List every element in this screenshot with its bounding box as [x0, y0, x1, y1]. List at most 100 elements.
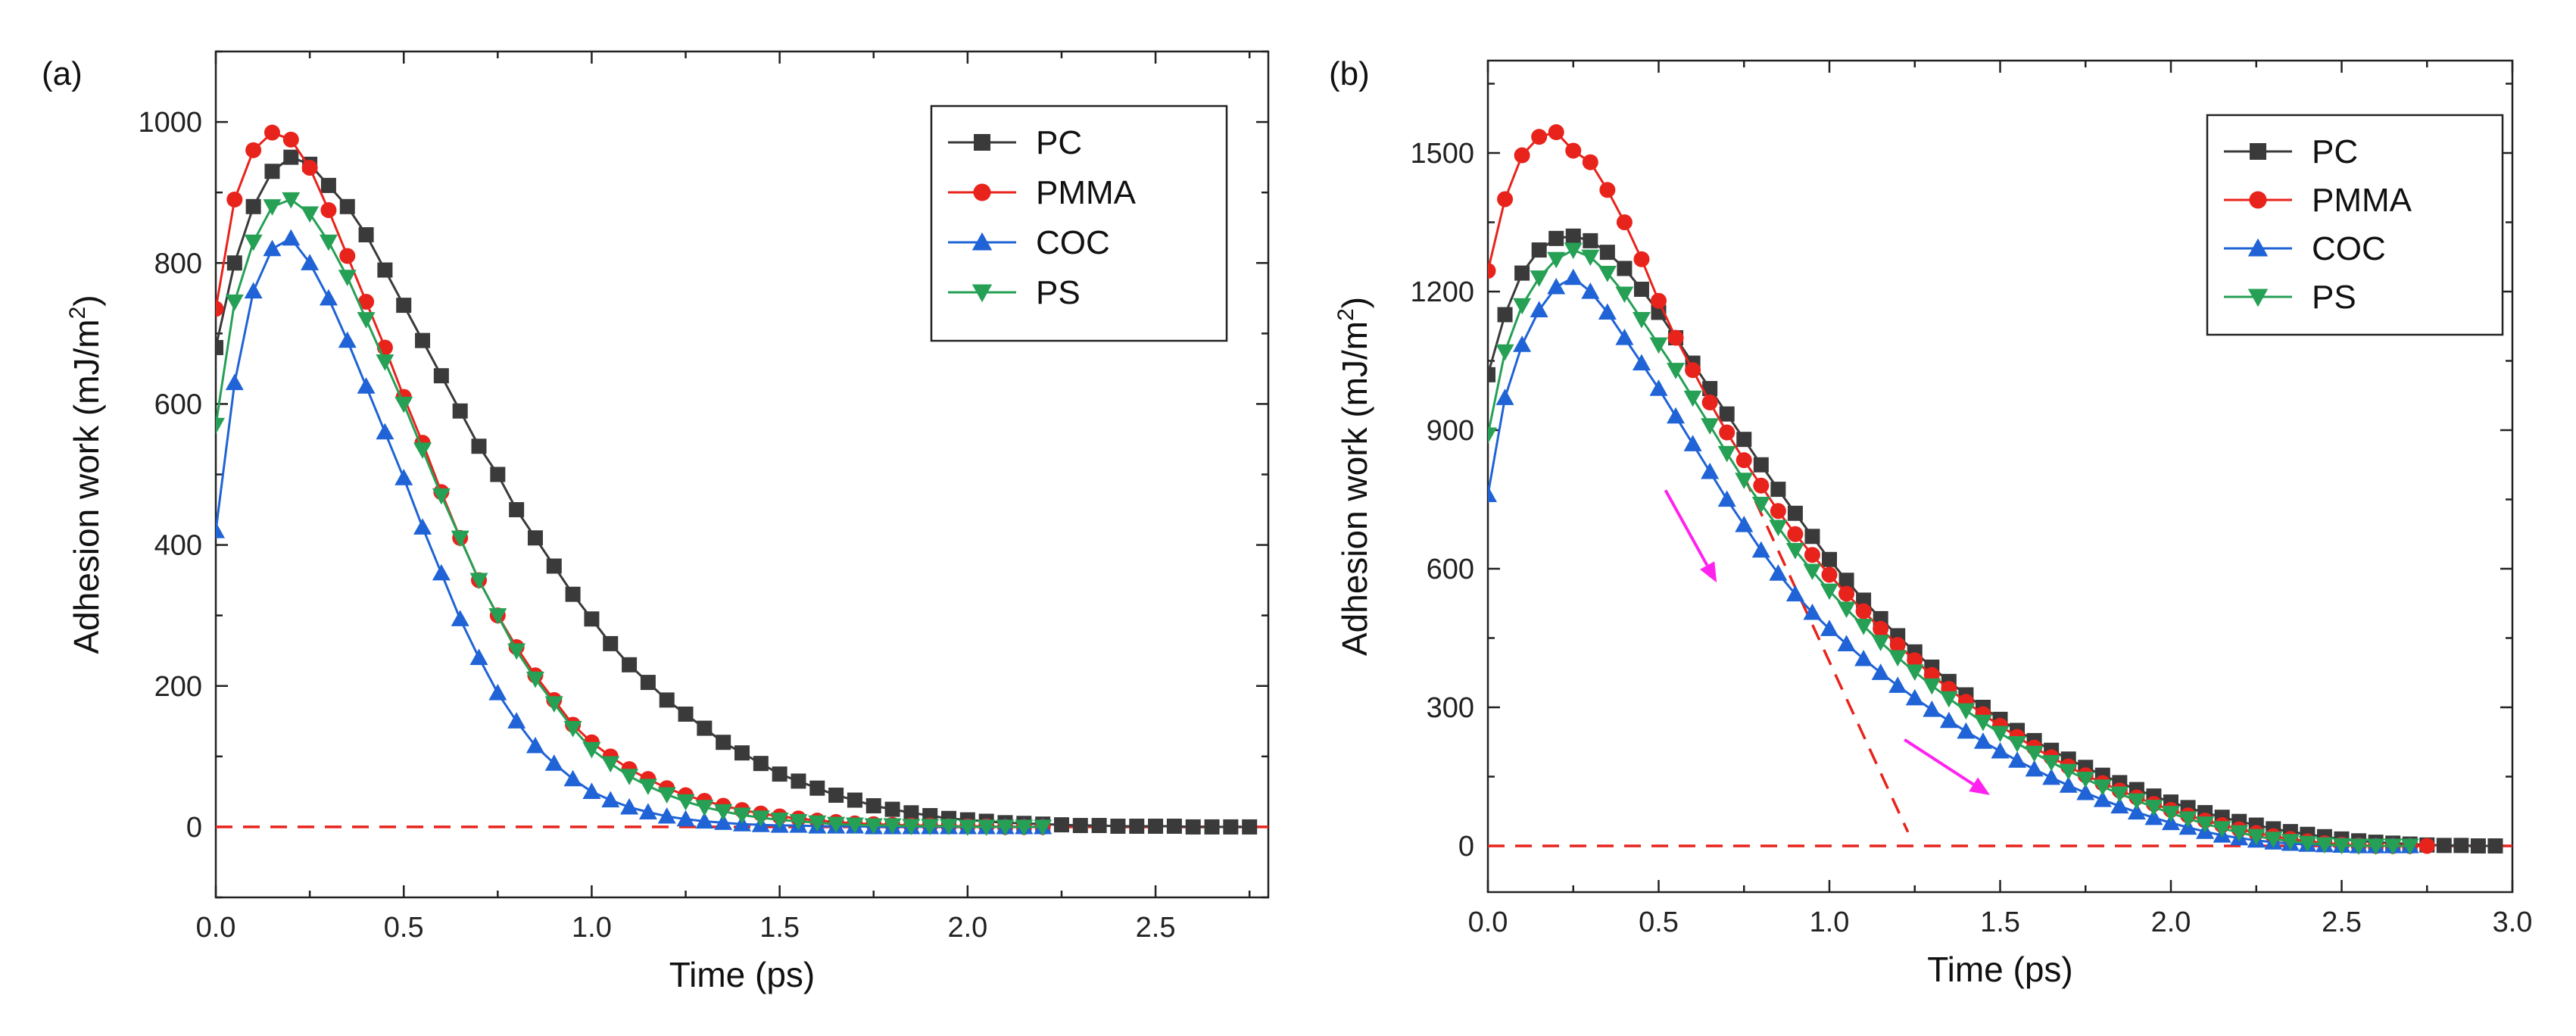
- data-point-ps: [1701, 418, 1720, 435]
- data-point-ps: [469, 573, 488, 590]
- series-ps: [216, 192, 1053, 836]
- data-point-ps: [544, 696, 563, 713]
- legend-marker-pmma: [973, 183, 991, 201]
- x-tick-label: 2.0: [2151, 906, 2191, 938]
- data-point-ps: [1888, 650, 1907, 667]
- data-point-ps: [1513, 298, 1532, 315]
- data-point-pc: [377, 262, 393, 278]
- data-point-coc: [488, 684, 507, 701]
- series-ps: [1488, 242, 2419, 855]
- data-point-pmma: [1736, 452, 1752, 469]
- data-point-pc: [358, 227, 374, 243]
- data-point-pc: [1514, 265, 1530, 281]
- x-tick-label: 1.0: [1810, 906, 1850, 938]
- data-point-pc: [1736, 432, 1752, 448]
- data-point-coc: [2144, 808, 2163, 825]
- data-point-ps: [2178, 811, 2197, 828]
- x-tick-label: 1.5: [759, 912, 800, 944]
- data-point-ps: [676, 794, 695, 811]
- data-point-ps: [2196, 816, 2215, 833]
- data-point-ps: [827, 816, 846, 834]
- panel-label: (a): [42, 55, 83, 92]
- data-point-ps: [2366, 838, 2385, 855]
- data-point-coc: [1854, 649, 1873, 666]
- data-point-coc: [1547, 277, 1566, 295]
- data-point-ps: [216, 417, 225, 435]
- data-point-ps: [940, 819, 959, 835]
- data-point-pmma: [264, 124, 280, 141]
- data-point-coc: [1973, 732, 1992, 749]
- y-axis-label-sup: 2: [65, 307, 90, 320]
- data-point-pmma: [1531, 129, 1548, 145]
- data-point-ps: [2384, 838, 2403, 855]
- data-point-ps: [808, 815, 827, 832]
- data-point-ps: [1837, 601, 1856, 619]
- data-point-ps: [789, 813, 808, 831]
- data-point-coc: [216, 521, 225, 538]
- y-tick-label: 800: [154, 248, 202, 279]
- data-point-ps: [1854, 619, 1873, 635]
- data-point-ps: [1632, 312, 1651, 329]
- data-point-coc: [1667, 407, 1686, 424]
- data-point-coc: [1923, 701, 1941, 717]
- data-point-pc: [640, 675, 656, 691]
- data-point-coc: [1769, 564, 1788, 581]
- data-point-coc: [1488, 485, 1497, 502]
- x-tick-label: 1.0: [572, 912, 612, 944]
- data-point-pmma: [1838, 585, 1855, 602]
- data-point-ps: [2281, 834, 2300, 850]
- data-point-pc: [1531, 242, 1547, 258]
- data-point-coc: [1598, 303, 1617, 320]
- x-tick-label: 0.5: [384, 912, 424, 944]
- data-point-pc: [622, 657, 638, 672]
- data-point-coc: [1803, 603, 1822, 620]
- data-point-coc: [601, 791, 620, 808]
- data-point-ps: [1923, 678, 1941, 695]
- data-point-coc: [301, 254, 320, 270]
- data-point-pc: [1242, 819, 1258, 835]
- data-point-pc: [452, 403, 468, 419]
- data-point-pc: [339, 198, 355, 214]
- legend-label-pmma: PMMA: [1036, 174, 1137, 211]
- series-pmma: [216, 124, 1051, 835]
- data-point-coc: [2127, 803, 2146, 820]
- data-point-ps: [225, 294, 244, 311]
- data-point-pc: [527, 530, 543, 546]
- data-point-ps: [507, 643, 526, 660]
- data-point-coc: [2110, 797, 2129, 814]
- data-point-ps: [263, 199, 282, 216]
- data-point-ps: [883, 818, 902, 835]
- data-point-ps: [319, 234, 338, 251]
- data-point-ps: [902, 819, 921, 835]
- data-point-coc: [2076, 783, 2095, 800]
- data-point-ps: [2332, 838, 2351, 855]
- data-point-ps: [657, 787, 676, 804]
- data-point-ps: [2042, 754, 2061, 772]
- series-coc: [216, 229, 1053, 835]
- arrow-shallow-head: [1969, 777, 1990, 795]
- data-point-pmma: [1770, 503, 1786, 520]
- data-point-coc: [338, 331, 357, 348]
- data-point-coc: [1785, 585, 1804, 602]
- data-point-ps: [864, 818, 883, 835]
- y-axis-label-main: Adhesion work (mJ/m: [67, 319, 106, 654]
- legend: PC PMMA COC PS: [930, 105, 1228, 342]
- data-point-pc: [2453, 838, 2469, 853]
- data-point-ps: [1769, 520, 1788, 537]
- data-point-ps: [695, 800, 714, 816]
- data-point-coc: [1751, 541, 1770, 558]
- data-point-ps: [2110, 786, 2129, 804]
- data-point-ps: [282, 192, 301, 209]
- legend-marker-coc: [2247, 238, 2269, 257]
- x-axis-label: Time (ps): [669, 955, 816, 994]
- y-tick-label: 600: [154, 388, 202, 420]
- legend-label-pmma: PMMA: [2312, 182, 2412, 219]
- data-point-pmma: [1753, 477, 1770, 494]
- data-point-pc: [1223, 819, 1239, 835]
- data-point-pc: [884, 801, 900, 817]
- data-point-pc: [716, 735, 731, 750]
- data-point-pc: [659, 692, 675, 708]
- data-point-coc: [244, 282, 263, 299]
- y-axis-label-main: Adhesion work (mJ/m: [1335, 321, 1374, 656]
- data-point-ps: [488, 608, 507, 625]
